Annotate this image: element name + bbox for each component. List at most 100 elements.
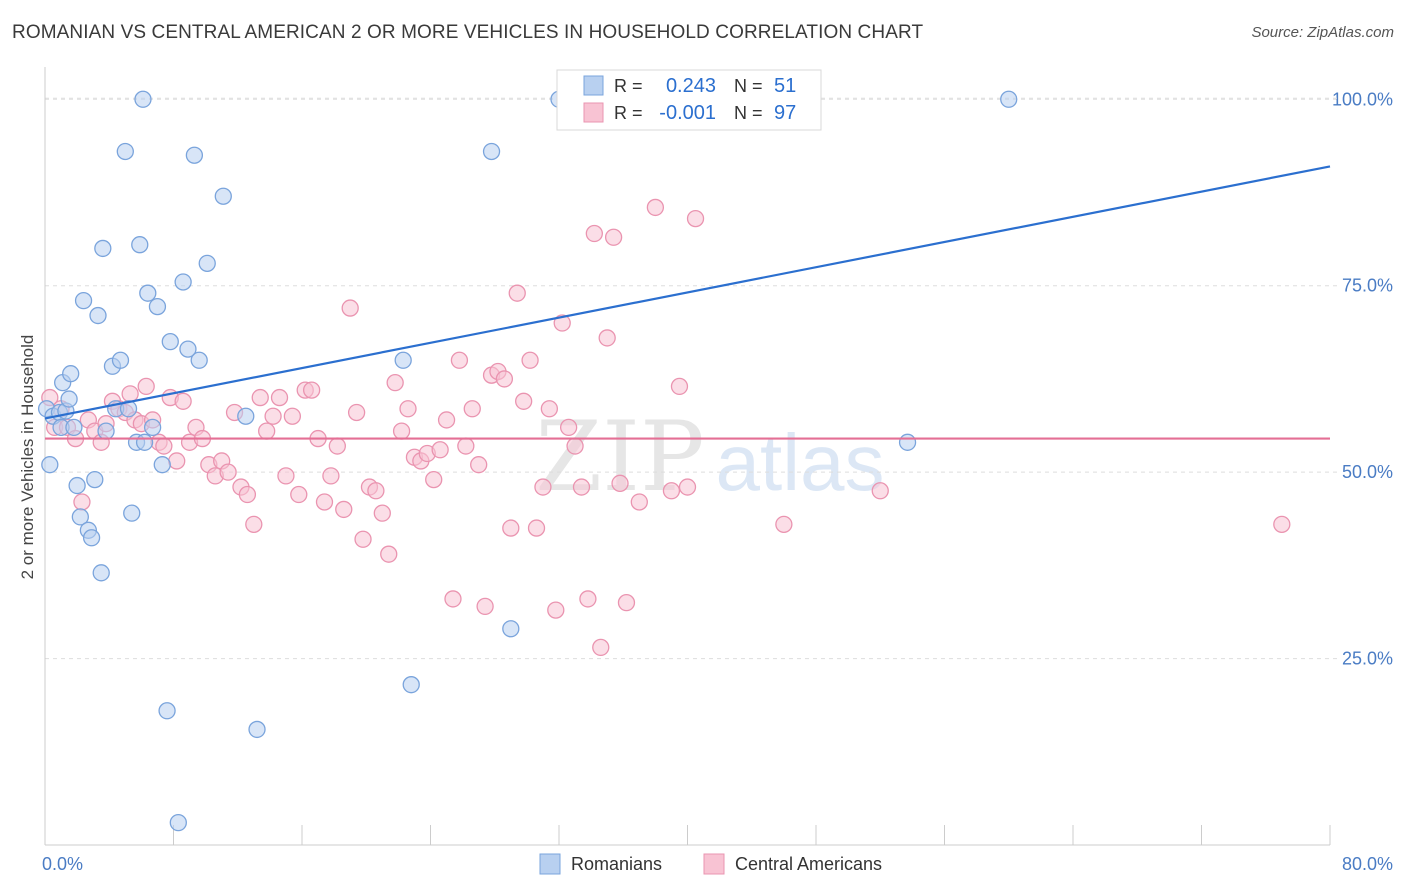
legend-r-label-1: R = [614,76,643,96]
central-americans-point [457,437,475,455]
central-americans-point [678,478,697,496]
central-americans-point [302,381,321,399]
central-americans-point [579,590,597,608]
romanians-point [68,476,86,495]
central-americans-point [386,374,404,392]
central-americans-point [670,377,689,396]
romanians-point [169,813,187,832]
trend-lines [44,165,1331,440]
romanians-point [394,351,412,369]
romanians-point [41,456,59,474]
central-americans-point [871,482,889,500]
romanians-point [74,291,93,310]
central-americans-point [380,545,398,563]
central-americans-point [155,437,173,455]
y-axis-label: 2 or more Vehicles in Household [18,335,37,580]
central-americans-points [41,198,1291,657]
legend-r-value-2: -0.001 [659,102,716,124]
romanians-point [174,273,192,291]
central-americans-point [515,392,533,410]
central-americans-point [270,388,289,407]
romanians-point [139,284,157,302]
series-legend-label-romanians: Romanians [571,854,662,874]
romanians-point [92,564,110,582]
central-americans-point [238,485,257,504]
romanians-point [158,702,176,720]
central-americans-point [553,314,571,332]
romanians-point [190,351,208,369]
central-americans-point [341,299,359,317]
central-americans-point [572,478,591,496]
central-americans-point [277,467,295,485]
central-americans-point [611,474,629,492]
series-legend-swatch-central-americans [703,853,725,875]
romanians-point [65,418,83,437]
central-americans-point [121,385,139,403]
romanians-point [502,620,520,638]
central-americans-point [251,388,269,407]
central-americans-point [437,411,456,429]
central-americans-point [444,590,462,608]
central-americans-point [264,407,282,425]
central-americans-point [431,441,449,459]
legend-n-value-1: 51 [774,75,796,97]
romanians-point [153,456,171,474]
central-americans-point [585,224,603,243]
central-americans-point [245,515,263,533]
series-legend-label-central-americans: Central Americans [735,854,882,874]
central-americans-point [598,329,616,347]
central-americans-point [559,418,578,437]
central-americans-point [137,377,155,396]
central-americans-point [592,638,610,657]
central-americans-point [168,452,186,470]
chart-title: ROMANIAN VS CENTRAL AMERICAN 2 OR MORE V… [12,22,924,43]
romanians-point [135,433,154,451]
y-tick-label: 25.0% [1342,649,1393,669]
romanians-point [898,433,917,451]
central-americans-point [283,407,302,425]
central-americans-point [1273,515,1291,533]
romanians-point [131,236,149,254]
central-americans-point [373,504,391,522]
central-americans-point [322,467,340,485]
central-americans-point [392,422,411,440]
legend-swatch-romanians [583,75,604,96]
central-americans-point [646,198,665,217]
central-americans-point [450,351,469,369]
x-tick-label-max: 80.0% [1342,854,1393,874]
romanians-point [237,407,255,425]
romanians-point [62,365,80,383]
y-tick-label: 75.0% [1342,276,1393,296]
y-tick-label: 50.0% [1342,462,1393,482]
legend-n-value-2: 97 [774,102,796,124]
romanians-point [82,529,101,547]
central-americans-point [604,228,623,246]
romanians-point [123,504,141,522]
romanians-point [248,720,266,739]
romanians-point [185,146,204,164]
romanians-point [116,142,134,161]
x-tick-label-min: 0.0% [42,854,83,874]
romanians-point [1000,90,1018,108]
legend-r-label-2: R = [614,103,643,123]
romanians-point [94,239,112,258]
legend-r-value-1: 0.243 [666,75,716,97]
legend-n-label-1: N = [734,76,763,96]
central-americans-point [495,370,514,388]
central-americans-point [328,437,346,455]
central-americans-point [521,351,539,369]
central-americans-point [566,437,584,455]
central-americans-point [73,493,91,511]
central-americans-point [527,519,546,537]
romanians-point [402,676,420,694]
romanians-point [119,400,138,418]
romanians-point [214,187,232,205]
central-americans-point [258,422,276,440]
central-americans-point [617,593,636,612]
central-americans-point [502,519,520,537]
central-americans-point [335,500,353,519]
romanians-point [482,142,501,161]
central-americans-point [540,400,559,418]
series-legend: Romanians Central Americans [539,853,882,875]
